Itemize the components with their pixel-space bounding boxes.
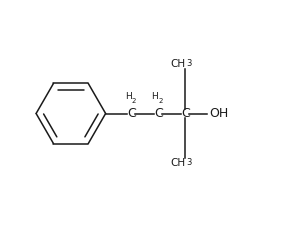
Text: H: H bbox=[125, 92, 131, 101]
Text: 3: 3 bbox=[186, 59, 191, 68]
Text: C: C bbox=[154, 107, 163, 120]
Text: C: C bbox=[181, 107, 190, 120]
Text: CH: CH bbox=[170, 158, 185, 168]
Text: 2: 2 bbox=[132, 98, 136, 104]
Text: CH: CH bbox=[170, 59, 185, 69]
Text: OH: OH bbox=[209, 107, 228, 120]
Text: 3: 3 bbox=[186, 158, 191, 167]
Text: 2: 2 bbox=[159, 98, 163, 104]
Text: H: H bbox=[152, 92, 158, 101]
Text: C: C bbox=[127, 107, 136, 120]
